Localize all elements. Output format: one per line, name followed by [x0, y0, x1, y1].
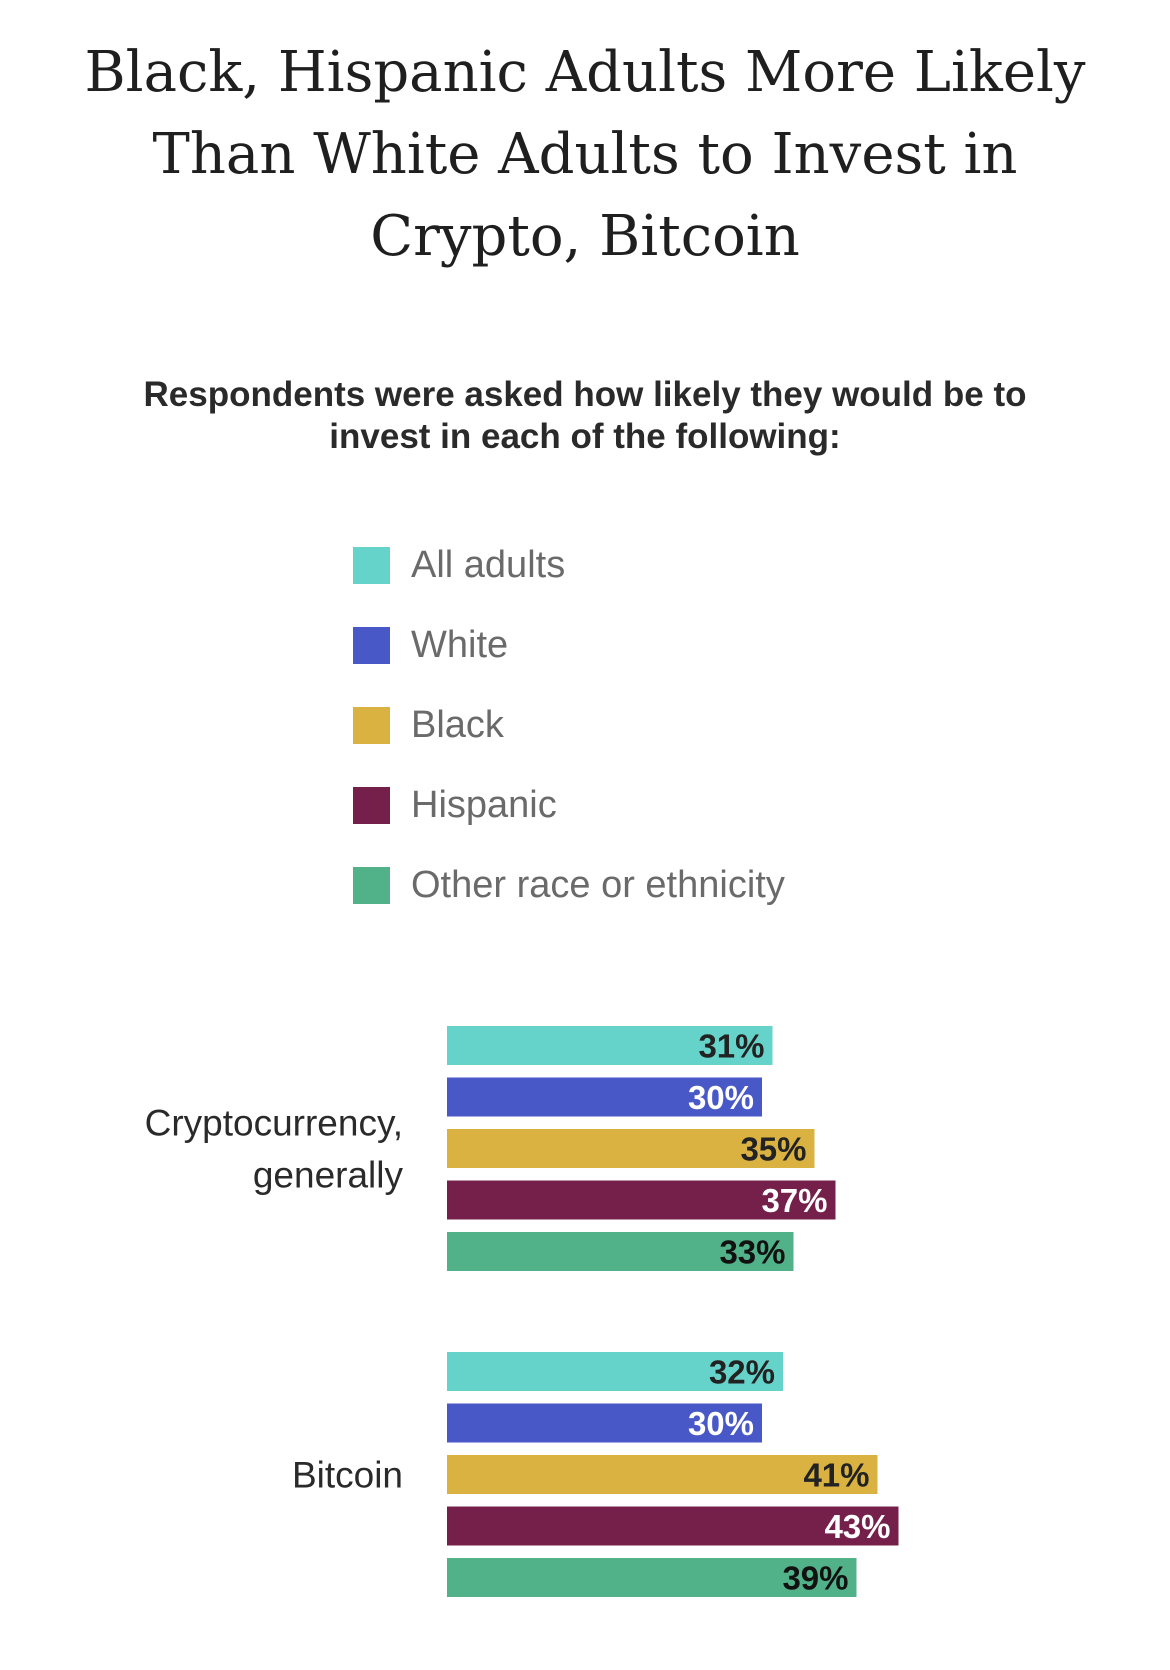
bar: [447, 1352, 783, 1391]
legend-label: Hispanic: [411, 784, 557, 826]
bar-value-label: 35%: [740, 1131, 806, 1168]
subtitle-line: Respondents were asked how likely they w…: [143, 375, 1027, 414]
bar-value-label: 32%: [709, 1354, 775, 1391]
title-line: Black, Hispanic Adults More Likely: [84, 40, 1086, 105]
legend-swatch: [353, 787, 390, 824]
category-label: Cryptocurrency,: [145, 1103, 403, 1144]
title-line: Crypto, Bitcoin: [370, 204, 800, 269]
bar: [447, 1506, 899, 1546]
bar-value-label: 41%: [803, 1457, 869, 1494]
legend-swatch: [353, 707, 390, 744]
legend-swatch: [353, 547, 390, 584]
bar-value-label: 31%: [698, 1028, 764, 1065]
chart-subtitle: Respondents were asked how likely they w…: [70, 374, 1100, 458]
legend-item-white: White: [353, 615, 1053, 675]
legend-label: Other race or ethnicity: [411, 864, 785, 906]
legend-label: All adults: [411, 544, 566, 586]
bar: [447, 1077, 762, 1117]
subtitle-line: invest in each of the following:: [329, 417, 841, 456]
bar: [447, 1026, 773, 1065]
legend-swatch: [353, 867, 390, 904]
legend-item-hispanic: Hispanic: [353, 775, 1053, 835]
legend-label: White: [411, 624, 509, 666]
bar-value-label: 37%: [761, 1182, 827, 1219]
bar: [447, 1180, 836, 1220]
bar: [447, 1403, 762, 1443]
bar-chart: 31% 30% 35% 37% 33% Cryptocurrency, generally 3…: [145, 1026, 899, 1597]
bar: [447, 1455, 878, 1494]
legend-item-other: Other race or ethnicity: [353, 855, 1053, 915]
bar: [447, 1558, 857, 1597]
title-line: Than White Adults to Invest in: [152, 122, 1018, 187]
legend-item-black: Black: [353, 695, 1053, 755]
bar-value-label: 30%: [688, 1079, 754, 1116]
bar-value-label: 39%: [782, 1560, 848, 1597]
category-label: Bitcoin: [292, 1455, 403, 1496]
legend-item-all-adults: All adults: [353, 535, 1053, 595]
bar-value-label: 33%: [719, 1234, 785, 1271]
bar-value-label: 43%: [824, 1508, 890, 1545]
category-label: generally: [253, 1155, 404, 1196]
chart-title: Black, Hispanic Adults More Likely Than …: [40, 32, 1130, 278]
bar-value-label: 30%: [688, 1405, 754, 1442]
bar: [447, 1232, 794, 1271]
bar: [447, 1129, 815, 1168]
legend-swatch: [353, 627, 390, 664]
legend-label: Black: [411, 704, 504, 746]
